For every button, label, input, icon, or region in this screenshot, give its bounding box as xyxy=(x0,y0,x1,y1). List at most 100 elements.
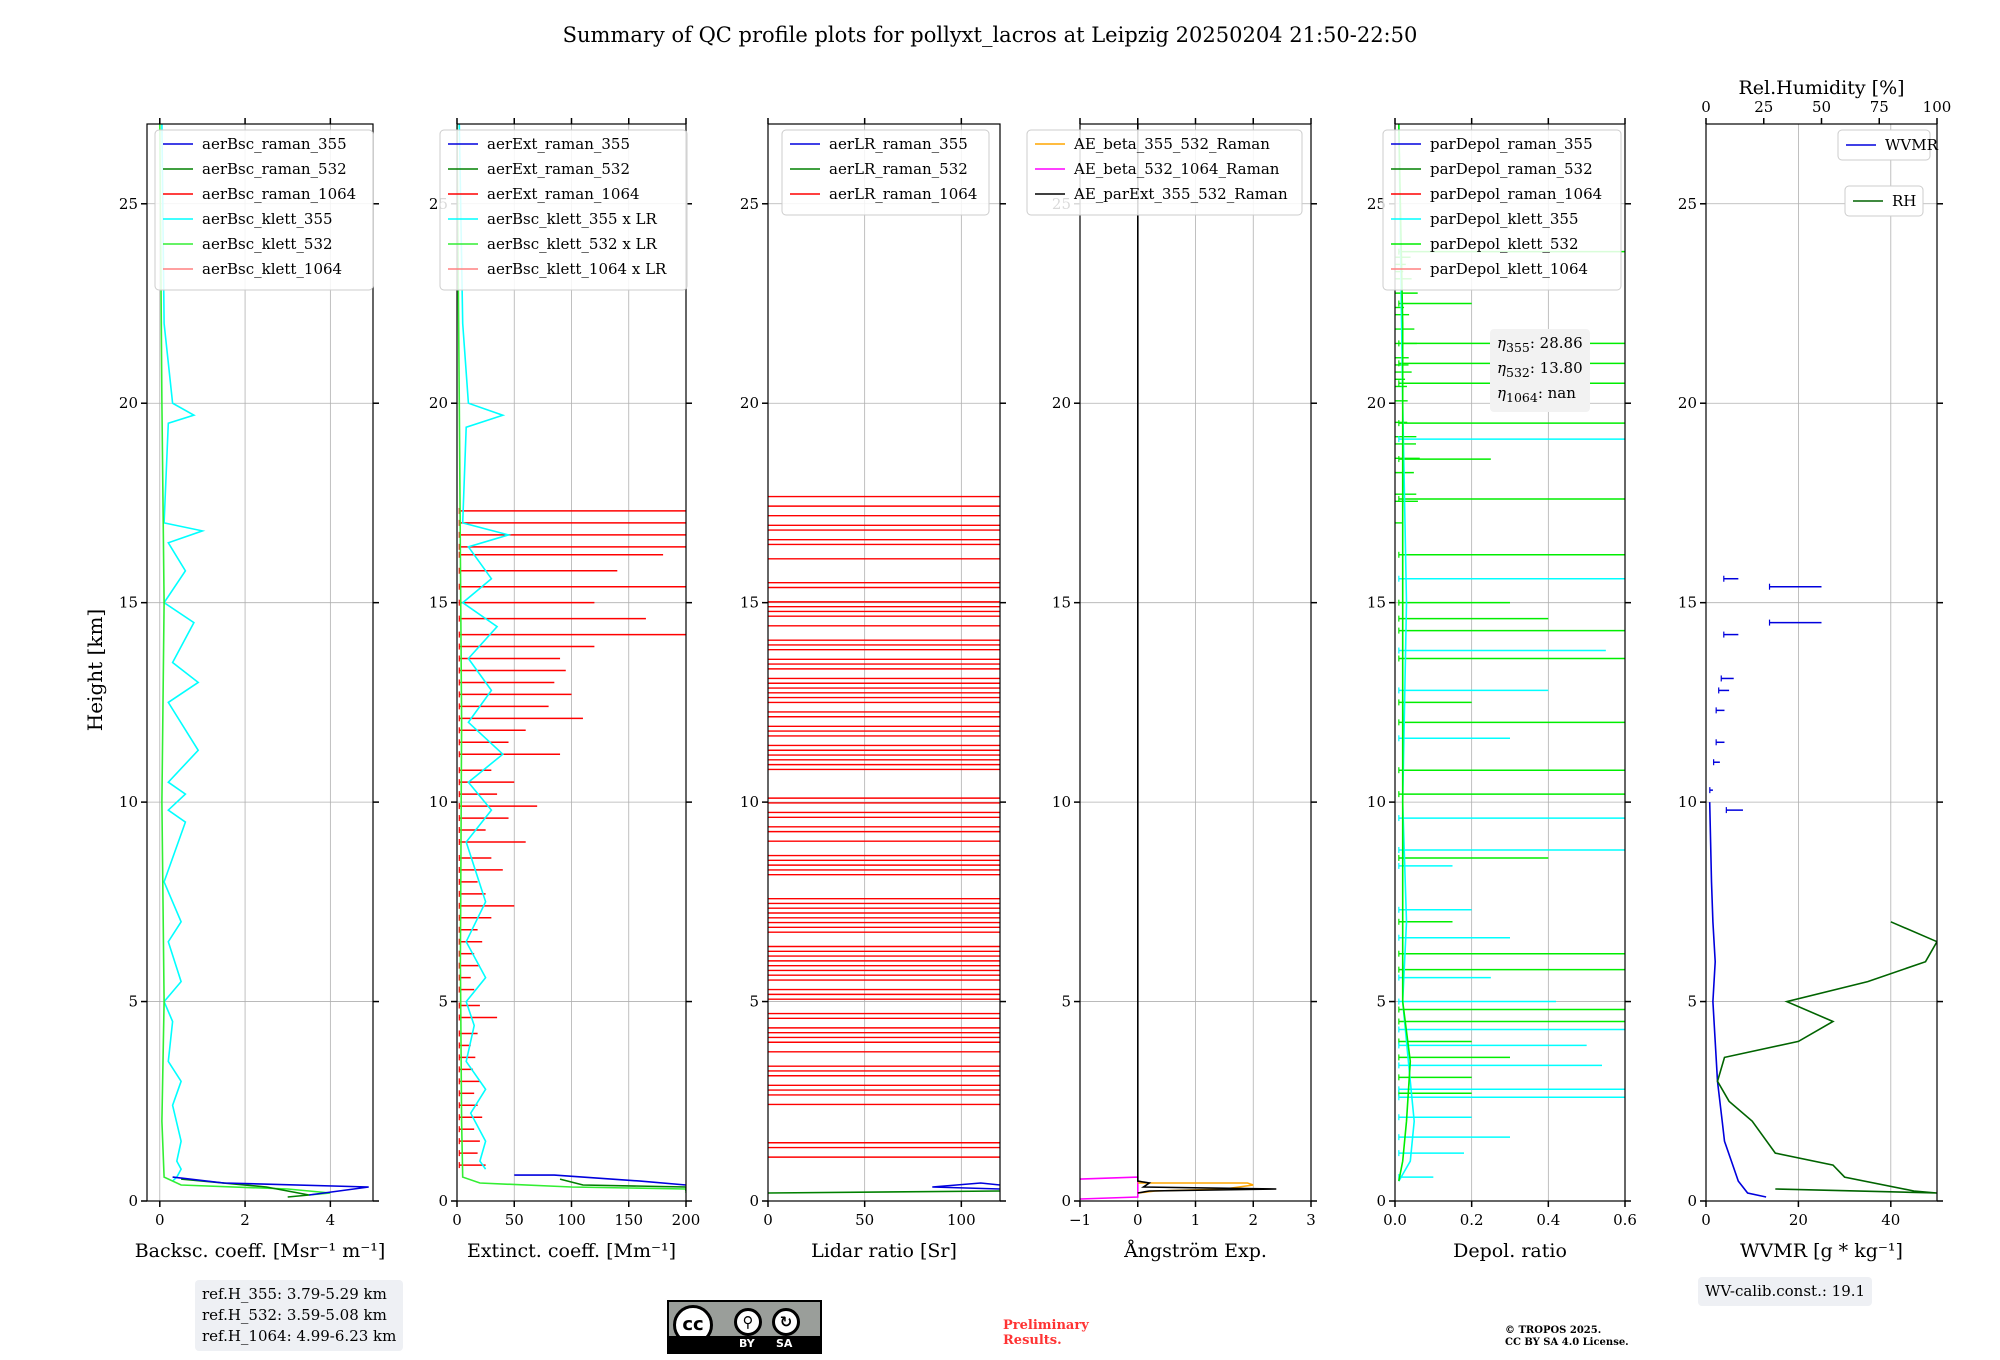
legend-entry: aerBsc_klett_355 xyxy=(202,210,333,228)
legend-box xyxy=(154,129,374,291)
x-tick-label: 0.4 xyxy=(1536,1211,1560,1229)
figure-title: Summary of QC profile plots for pollyxt_… xyxy=(563,23,1418,47)
y-tick-label: 20 xyxy=(119,394,138,412)
panel-5: 0 5 10 15 20 25 0.0 0.2 0.4 0.6 Depol. ratio parDep… xyxy=(1367,118,1637,1262)
top-axis-label: Rel.Humidity [%] xyxy=(1738,77,1904,99)
legend-entry: aerBsc_klett_1064 x LR xyxy=(487,260,667,278)
legend-entry: parDepol_raman_355 xyxy=(1430,135,1593,153)
legend-entry: aerExt_raman_532 xyxy=(487,160,630,178)
legend: WVMR RH xyxy=(1837,129,1939,217)
legend-entry: parDepol_klett_355 xyxy=(1430,210,1579,228)
ref-height-355: ref.H_355: 3.79-5.29 km xyxy=(202,1285,387,1303)
cc-by-label: BY xyxy=(739,1337,755,1350)
x-tick-label: 2 xyxy=(240,1211,250,1229)
x-tick-label: 20 xyxy=(1789,1211,1808,1229)
copyright-line-2: CC BY SA 4.0 License. xyxy=(1505,1337,1629,1348)
ref-height-532: ref.H_532: 3.59-5.08 km xyxy=(202,1306,387,1324)
legend-entry: WVMR xyxy=(1885,136,1939,154)
copyright-line-1: © TROPOS 2025. xyxy=(1505,1325,1602,1336)
wv-calib-text: WV-calib.const.: 19.1 xyxy=(1705,1282,1866,1300)
legend-entry: parDepol_klett_532 xyxy=(1430,235,1579,253)
x-tick-label: 0 xyxy=(763,1211,773,1229)
cc-sa-label: SA xyxy=(776,1337,793,1350)
eta-1064-line: η1064: nan xyxy=(1497,384,1576,405)
ref-heights-box: ref.H_355: 3.79-5.29 km ref.H_532: 3.59-… xyxy=(195,1280,404,1351)
series-line-parDepol_klett_355 xyxy=(1398,124,1416,1182)
preliminary-line-2: Results. xyxy=(1003,1333,1062,1348)
series-line-aerBsc_klett_355 x LR xyxy=(458,124,512,1170)
grid xyxy=(767,124,1000,1202)
legend-box xyxy=(1026,129,1303,216)
y-tick-label: 10 xyxy=(1052,793,1071,811)
x-tick-label: −1 xyxy=(1069,1211,1091,1229)
y-tick-label: 5 xyxy=(1687,993,1697,1011)
series-line-aerBsc_klett_532 x LR xyxy=(457,124,686,1193)
x-tick-label: 2 xyxy=(1248,1211,1258,1229)
series-parDepol_klett_532-band xyxy=(1395,256,1420,524)
y-tick-label: 0 xyxy=(438,1192,448,1210)
legend-box xyxy=(781,129,990,216)
legend: parDepol_raman_355 parDepol_raman_532 parD… xyxy=(1382,129,1622,291)
x-tick-label: 0 xyxy=(155,1211,165,1229)
legend: aerLR_raman_355 aerLR_raman_532 aerLR_rama… xyxy=(781,129,990,216)
y-tick-label: 10 xyxy=(1367,793,1386,811)
y-tick-label: 20 xyxy=(1052,394,1071,412)
y-tick-label: 25 xyxy=(119,195,138,213)
grid xyxy=(1705,124,1937,1202)
y-tick-label: 20 xyxy=(1367,394,1386,412)
data-layer xyxy=(159,124,369,1198)
cc-badge-bar xyxy=(669,1336,820,1352)
y-tick-label: 0 xyxy=(749,1192,759,1210)
grid xyxy=(1079,124,1312,1202)
legend-entry: aerExt_raman_1064 xyxy=(487,185,640,203)
panel-6: 0 5 10 15 20 25 0 20 40 WVMR [g * kg⁻¹] 0 25 50 75 100… xyxy=(1678,77,1951,1262)
legend-entry: aerLR_raman_532 xyxy=(829,160,968,178)
top-tick-label: 75 xyxy=(1870,98,1889,116)
panel-1: 0 5 10 15 20 25 0 2 4 Backsc. coeff. [Msr⁻¹ m⁻¹] a… xyxy=(119,118,385,1262)
x-axis-label: Extinct. coeff. [Mm⁻¹] xyxy=(467,1240,676,1262)
legend-entry: aerBsc_raman_355 xyxy=(202,135,347,153)
y-tick-label: 15 xyxy=(429,594,448,612)
x-tick-label: 100 xyxy=(947,1211,976,1229)
axes-frame xyxy=(1394,123,1626,1202)
y-tick-label: 5 xyxy=(128,993,138,1011)
wv-calib-box: WV-calib.const.: 19.1 xyxy=(1698,1277,1873,1306)
series-line-AE_beta_532_1064_Raman xyxy=(1080,1176,1139,1200)
x-tick-label: 40 xyxy=(1881,1211,1900,1229)
x-tick-label: 1 xyxy=(1191,1211,1201,1229)
y-tick-label: 20 xyxy=(429,394,448,412)
x-tick-label: 150 xyxy=(614,1211,643,1229)
series-line-aerExt_raman_532 xyxy=(559,1178,686,1191)
legend-entry: aerBsc_klett_355 x LR xyxy=(487,210,658,228)
legend-entry: RH xyxy=(1892,192,1916,210)
legend-entry: aerLR_raman_1064 xyxy=(829,185,977,203)
ref-height-1064: ref.H_1064: 4.99-6.23 km xyxy=(202,1327,397,1345)
top-tick-label: 50 xyxy=(1812,98,1831,116)
x-axis-label: WVMR [g * kg⁻¹] xyxy=(1740,1240,1903,1262)
series-line-aerBsc_klett_532 xyxy=(159,124,331,1196)
series-line-aerBsc_raman_532 xyxy=(181,1178,310,1198)
x-tick-label: 200 xyxy=(672,1211,701,1229)
series-aerLR_raman_1064-band xyxy=(768,495,1000,1158)
top-tick-label: 25 xyxy=(1754,98,1773,116)
y-tick-label: 5 xyxy=(1061,993,1071,1011)
axes-frame xyxy=(1705,123,1938,1202)
y-tick-label: 15 xyxy=(1052,594,1071,612)
series-line-aerLR_raman_532 xyxy=(768,1190,1000,1194)
series-parDepol_klett_355-spikes xyxy=(1398,436,1625,1181)
y-tick-label: 5 xyxy=(1376,993,1386,1011)
x-tick-label: 0.6 xyxy=(1613,1211,1637,1229)
y-tick-label: 0 xyxy=(1687,1192,1697,1210)
legend-entry: parDepol_raman_1064 xyxy=(1430,185,1602,203)
eta-355-line: η355: 28.86 xyxy=(1497,334,1583,355)
data-layer xyxy=(1080,124,1277,1200)
y-axis-label: Height [km] xyxy=(83,609,107,731)
panel-3: 0 5 10 15 20 25 0 50 100 Lidar ratio [Sr] aerLR_ra… xyxy=(740,118,1006,1262)
y-tick-label: 10 xyxy=(1678,793,1697,811)
legend-box xyxy=(1382,129,1622,291)
y-tick-label: 10 xyxy=(740,793,759,811)
y-tick-label: 5 xyxy=(438,993,448,1011)
eta-annotation: η355: 28.86 η532: 13.80 η1064: nan xyxy=(1490,329,1590,412)
series-line-RH (% of top axis) xyxy=(1716,921,1937,1194)
